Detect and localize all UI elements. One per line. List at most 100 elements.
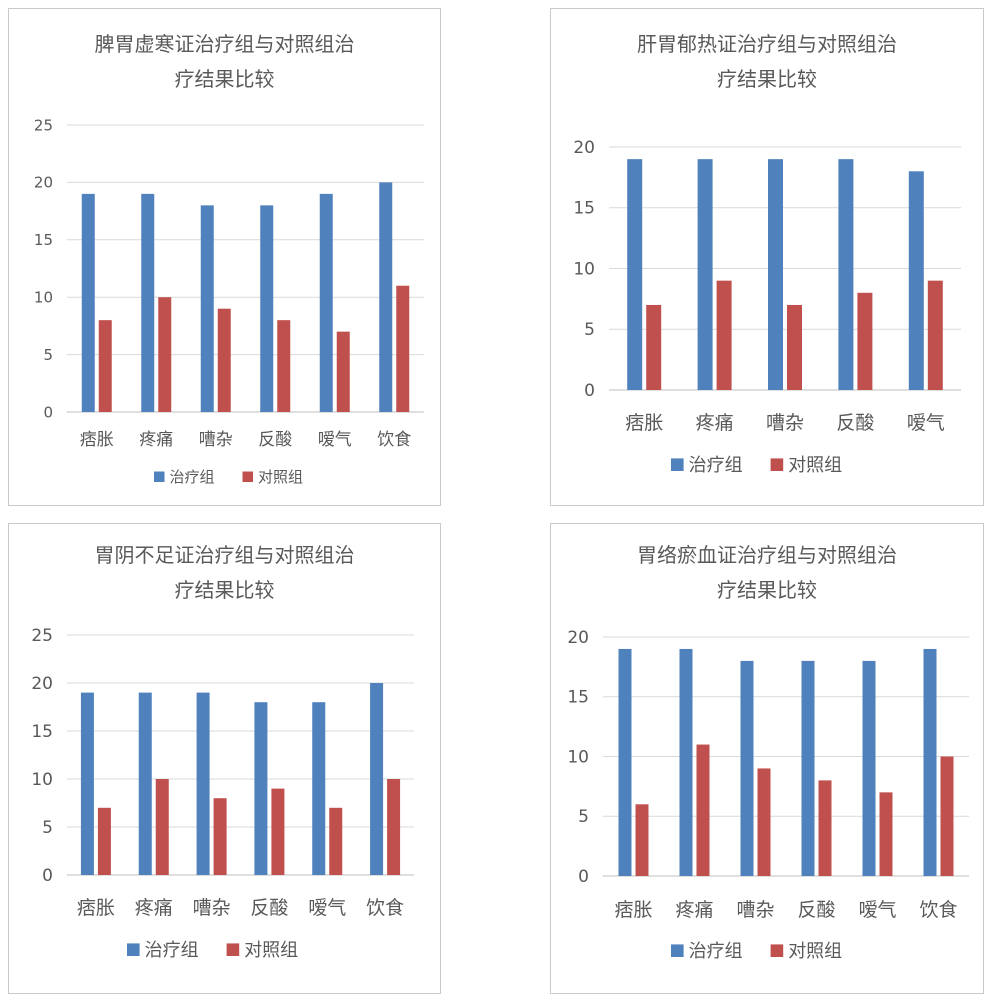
y-tick-label: 15 [31,722,53,742]
bar-control [396,285,410,412]
y-tick-label: 5 [42,818,53,838]
bar-treatment [196,692,210,875]
bar-treatment [80,692,94,875]
legend-swatch-treatment [671,944,684,957]
bar-treatment [260,205,274,412]
chart-panel-liver-stomach-heat: 肝胃郁热证治疗组与对照组治 疗结果比较 0 5 10 15 20 痞胀 疼痛 嘈杂 反酸 嗳气 治疗组 对… [550,8,984,506]
y-tick-label: 10 [34,288,53,306]
legend-label-control: 对照组 [788,455,842,476]
bar-treatment [138,692,152,875]
bar-control [787,304,802,390]
legend-swatch-treatment [671,458,684,471]
chart-title-line: 疗结果比较 [175,578,275,602]
bar-control [387,779,401,875]
category-label: 反酸 [250,897,288,919]
bar-control [696,744,710,876]
y-tick-label: 25 [34,116,53,134]
chart-title-line: 疗结果比较 [175,67,275,91]
category-label: 反酸 [836,412,874,434]
category-label: 疼痛 [675,899,713,921]
bar-control [277,320,291,412]
bar-treatment [801,660,815,876]
bar-control [879,792,893,876]
bar-control [213,798,227,875]
y-tick-label: 5 [578,807,589,827]
y-tick-label: 0 [43,403,53,421]
y-tick-label: 10 [31,770,53,790]
y-tick-label: 10 [573,259,595,279]
category-label: 痞胀 [80,430,114,450]
y-tick-label: 15 [567,688,589,708]
category-label: 饮食 [919,899,957,921]
legend-label-treatment: 治疗组 [689,455,743,476]
legend-label-treatment: 治疗组 [145,940,199,961]
bar-control [635,804,649,876]
category-label: 饮食 [366,897,404,919]
category-label: 嘈杂 [766,412,804,434]
bar-control [97,807,111,875]
bar-control [217,308,231,412]
category-label: 嗳气 [308,897,346,919]
bar-treatment [862,660,876,876]
chart-title-line: 疗结果比较 [717,67,817,91]
chart-title-line: 胃络瘀血证治疗组与对照组治 [637,543,897,567]
legend-label-treatment: 治疗组 [689,941,743,962]
legend-label-treatment: 治疗组 [170,468,215,486]
bar-treatment [838,159,854,390]
y-tick-label: 25 [31,626,53,646]
y-tick-label: 20 [573,138,595,158]
category-label: 疼痛 [696,412,734,434]
chart-title-line: 脾胃虚寒证治疗组与对照组治 [95,32,355,56]
legend-swatch-treatment [127,943,140,956]
legend-swatch-control [242,471,253,482]
bar-control [98,320,112,412]
category-label: 嘈杂 [193,897,231,919]
category-label: 嘈杂 [199,430,233,450]
chart-title-line: 肝胃郁热证治疗组与对照组治 [637,32,897,56]
y-tick-label: 0 [42,866,53,886]
bar-control [927,280,943,390]
bar-treatment [254,702,268,875]
bar-treatment [923,648,937,876]
category-label: 嗳气 [858,899,896,921]
bar-treatment [618,648,632,876]
category-label: 疼痛 [139,430,173,450]
chart-panel-stomach-blood-stasis: 胃络瘀血证治疗组与对照组治 疗结果比较 0 5 10 15 20 痞胀 疼痛 嘈杂 反酸 嗳气 饮食 治疗… [550,523,984,994]
bar-control [757,768,771,876]
y-tick-label: 20 [31,674,53,694]
legend-swatch-treatment [154,471,165,482]
category-label: 痞胀 [614,899,652,921]
category-label: 饮食 [377,430,411,450]
y-tick-label: 15 [573,199,595,219]
bar-treatment [200,205,214,412]
y-tick-label: 5 [584,320,595,340]
chart-title-line: 疗结果比较 [717,578,817,602]
bar-control [646,304,662,390]
legend-swatch-control [770,458,784,471]
bar-treatment [627,159,643,390]
bar-control [336,331,350,412]
bar-control [271,788,285,875]
y-tick-label: 15 [34,231,53,249]
legend-swatch-control [226,943,240,956]
bar-control [329,807,343,875]
y-tick-label: 20 [567,628,589,648]
bar-control [158,297,172,412]
bar-treatment [379,182,393,412]
legend-label-control: 对照组 [788,941,842,962]
bar-treatment [740,660,754,876]
category-label: 反酸 [797,899,835,921]
y-tick-label: 20 [34,174,53,192]
bar-treatment [697,159,713,390]
chart-title-line: 胃阴不足证治疗组与对照组治 [95,543,355,567]
y-tick-label: 0 [578,867,589,887]
category-label: 反酸 [258,430,292,450]
bar-control [155,779,169,875]
y-tick-label: 0 [584,381,595,401]
bar-treatment [312,702,326,875]
chart-panel-stomach-yin-deficiency: 胃阴不足证治疗组与对照组治 疗结果比较 0 5 10 15 20 25 痞胀 疼痛 嘈杂 反酸 嗳气 饮食… [8,523,441,994]
bar-treatment [141,193,155,412]
